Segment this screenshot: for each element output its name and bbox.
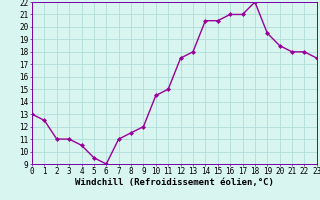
X-axis label: Windchill (Refroidissement éolien,°C): Windchill (Refroidissement éolien,°C): [75, 178, 274, 187]
